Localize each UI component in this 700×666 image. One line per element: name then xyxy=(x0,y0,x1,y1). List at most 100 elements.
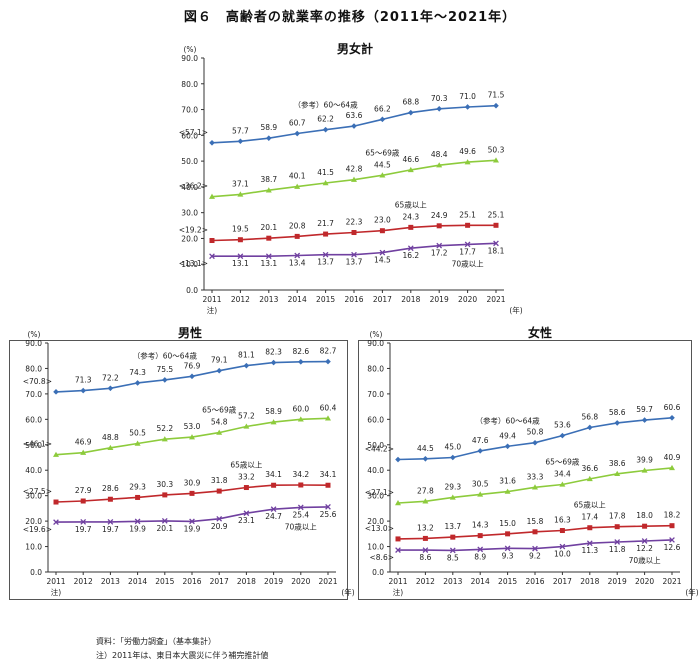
y-tick-label-female: 60.0 xyxy=(367,415,384,424)
data-point-70plus-male xyxy=(80,519,87,525)
legend-label-70plus-total: 70歳以上 xyxy=(452,258,485,268)
figure-title: 図６ 高齢者の就業率の推移（2011年～2021年） xyxy=(183,10,517,25)
data-point-70plus-male xyxy=(134,518,141,525)
x-tick-label-male: 2014 xyxy=(128,577,147,586)
data-label-65-69-female: 36.6 xyxy=(581,464,598,473)
data-point-65plus-total xyxy=(379,228,385,234)
x-tick-label-male: 2012 xyxy=(74,577,93,586)
data-label-70plus-male: 19.7 xyxy=(75,525,92,534)
data-point-65-69-total xyxy=(436,162,443,168)
data-point-60-64-female xyxy=(641,417,648,423)
data-point-65-69-male xyxy=(161,436,168,442)
data-label-65-69-female: 40.9 xyxy=(664,453,681,462)
y-axis-unit-total: (%) xyxy=(184,45,197,54)
x-tick-label-female: 2014 xyxy=(471,577,490,586)
y-tick-label-female: 50.0 xyxy=(367,441,384,450)
legend-label-65plus-total: 65歳以上 xyxy=(395,199,428,209)
data-label-70plus-total: 13.4 xyxy=(289,258,306,267)
legend-label-70plus-female: 70歳以上 xyxy=(629,555,662,565)
data-point-70plus-total xyxy=(237,253,244,260)
data-point-60-64-female xyxy=(422,455,429,462)
data-point-60-64-male xyxy=(243,362,250,369)
data-label-60-64-male: 81.1 xyxy=(238,351,255,360)
data-point-60-64-male xyxy=(189,373,195,380)
data-label-65-69-total: 41.5 xyxy=(317,168,334,177)
data-label-65-69-male: <46.1> xyxy=(23,440,52,449)
y-tick-label-male: 20.0 xyxy=(25,517,42,526)
data-label-65plus-male: 31.8 xyxy=(211,476,228,485)
x-tick-label-total: 2015 xyxy=(316,295,335,304)
x-tick-label-total: 2017 xyxy=(373,295,392,304)
y-tick-label-total: 10.0 xyxy=(181,260,198,269)
data-point-65-69-female xyxy=(449,494,456,500)
data-point-65-69-female xyxy=(559,481,566,487)
data-label-60-64-total: 60.7 xyxy=(289,119,306,128)
data-label-60-64-total: 68.8 xyxy=(402,98,419,107)
data-point-65-69-total xyxy=(493,157,499,163)
data-label-70plus-total: 18.1 xyxy=(488,246,505,255)
x-tick-label-total: 2016 xyxy=(344,295,363,304)
data-label-60-64-male: 74.3 xyxy=(129,368,146,377)
x-tick-label-female: 2011 xyxy=(388,577,407,586)
data-point-65-69-total xyxy=(209,193,215,199)
data-point-70plus-male xyxy=(325,504,331,510)
data-label-65-69-male: 52.2 xyxy=(156,424,173,433)
data-label-65-69-total: 44.5 xyxy=(374,160,391,169)
x-tick-label-male: 2021 xyxy=(318,577,337,586)
data-point-65-69-female xyxy=(532,484,538,490)
data-label-65-69-female: 33.3 xyxy=(527,472,544,481)
x-tick-label-total: 2012 xyxy=(231,295,250,304)
y-tick-label-total: 50.0 xyxy=(181,157,198,166)
data-label-60-64-total: 70.3 xyxy=(431,94,448,103)
data-label-65-69-male: 48.8 xyxy=(102,433,119,442)
data-label-65plus-total: <19.2> xyxy=(179,226,208,235)
data-point-70plus-female xyxy=(614,539,621,545)
data-point-65plus-total xyxy=(351,230,357,236)
data-point-70plus-total xyxy=(379,249,386,256)
x-axis-unit-total: (年) xyxy=(509,305,522,315)
y-tick-label-female: 30.0 xyxy=(367,492,384,501)
x-tick-label-male: 2016 xyxy=(182,577,201,586)
legend-label-65-69-total: 65～69歳 xyxy=(365,147,400,157)
data-point-70plus-female xyxy=(559,543,566,550)
data-label-60-64-total: 62.2 xyxy=(317,115,334,124)
source-note: 資料：「労働力調査」（基本集計） xyxy=(96,637,216,646)
y-tick-label-male: 10.0 xyxy=(25,543,42,552)
x-tick-label-total: 2011 xyxy=(202,295,221,304)
data-point-70plus-female xyxy=(504,545,511,552)
data-point-65plus-total xyxy=(408,224,414,230)
data-point-65-69-total xyxy=(379,172,386,178)
y-tick-label-total: 40.0 xyxy=(181,183,198,192)
x-tick-label-total: 2021 xyxy=(486,295,505,304)
data-point-70plus-total xyxy=(294,252,301,259)
data-point-60-64-male xyxy=(80,387,86,394)
data-point-70plus-male xyxy=(216,515,223,522)
data-point-65-69-female xyxy=(395,500,401,506)
data-label-70plus-male: 19.9 xyxy=(184,524,201,533)
data-label-65plus-female: 17.8 xyxy=(609,512,626,521)
data-point-70plus-total xyxy=(209,253,215,260)
data-point-65plus-male xyxy=(216,488,222,494)
data-label-65plus-female: 18.0 xyxy=(636,511,653,520)
data-point-60-64-total xyxy=(209,140,215,146)
data-point-65plus-male xyxy=(189,490,195,496)
legend-label-65-69-male: 65～69歳 xyxy=(202,405,237,415)
data-label-65-69-female: 34.4 xyxy=(554,469,571,478)
data-point-65plus-female xyxy=(559,528,565,534)
data-point-60-64-male xyxy=(325,358,331,365)
x-tick-label-female: 2012 xyxy=(416,577,435,586)
data-label-65-69-female: 30.5 xyxy=(472,479,489,488)
data-point-60-64-total xyxy=(351,123,357,129)
data-point-70plus-male xyxy=(243,510,250,517)
data-label-70plus-male: 20.9 xyxy=(211,522,228,531)
data-point-70plus-female xyxy=(669,537,675,543)
y-tick-label-female: 70.0 xyxy=(367,390,384,399)
data-point-65-69-total xyxy=(351,176,357,182)
data-label-65plus-total: 25.1 xyxy=(459,210,476,219)
data-point-65-69-male xyxy=(243,423,250,429)
data-point-65-69-male xyxy=(216,429,223,435)
y-tick-label-male: 70.0 xyxy=(25,390,42,399)
data-label-60-64-female: 45.0 xyxy=(444,443,461,452)
data-point-65-69-total xyxy=(407,166,414,173)
data-label-65plus-male: 27.9 xyxy=(75,486,92,495)
